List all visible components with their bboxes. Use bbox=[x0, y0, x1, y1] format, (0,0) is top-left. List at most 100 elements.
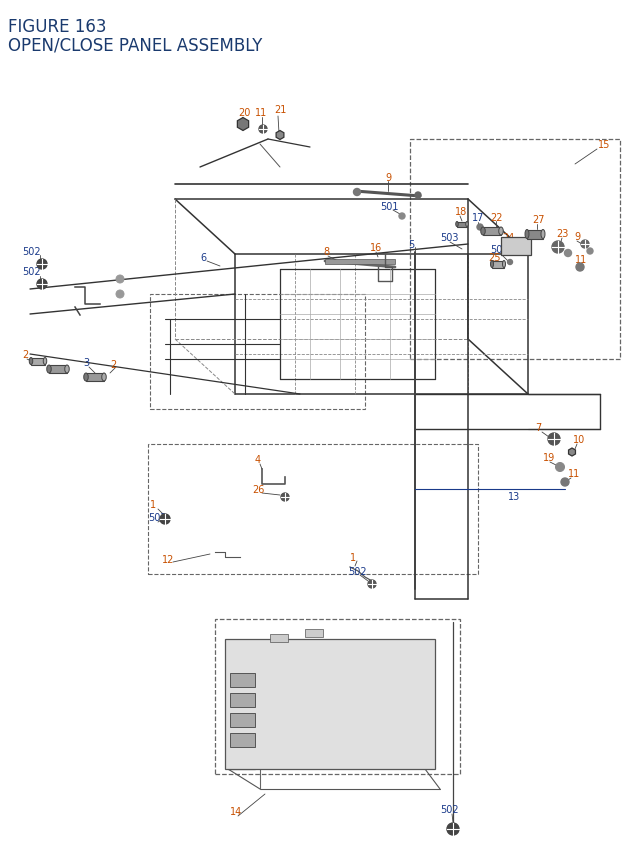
Ellipse shape bbox=[502, 261, 506, 268]
Text: 11: 11 bbox=[255, 108, 268, 118]
Text: 5: 5 bbox=[408, 239, 414, 250]
Text: 7: 7 bbox=[535, 423, 541, 432]
Text: 21: 21 bbox=[274, 105, 286, 115]
Circle shape bbox=[116, 276, 124, 283]
Text: 501: 501 bbox=[380, 201, 399, 212]
Text: 10: 10 bbox=[573, 435, 585, 444]
Ellipse shape bbox=[481, 228, 485, 236]
Bar bbox=[305, 629, 323, 637]
Bar bbox=[483, 228, 501, 236]
Ellipse shape bbox=[499, 228, 503, 236]
Circle shape bbox=[564, 251, 572, 257]
Bar bbox=[150, 294, 365, 410]
Text: 23: 23 bbox=[556, 229, 568, 238]
Polygon shape bbox=[237, 118, 248, 132]
Text: 27: 27 bbox=[532, 214, 545, 225]
Circle shape bbox=[576, 263, 584, 272]
Circle shape bbox=[259, 126, 267, 133]
Text: 1: 1 bbox=[350, 553, 356, 562]
Text: 9: 9 bbox=[385, 173, 391, 183]
Bar bbox=[49, 366, 67, 374]
Circle shape bbox=[160, 514, 170, 524]
Text: 503: 503 bbox=[440, 232, 458, 243]
Text: 2: 2 bbox=[22, 350, 28, 360]
Bar bbox=[225, 639, 435, 769]
Ellipse shape bbox=[490, 261, 493, 268]
Text: 502: 502 bbox=[22, 267, 40, 276]
Ellipse shape bbox=[456, 222, 458, 227]
Circle shape bbox=[415, 193, 421, 199]
Polygon shape bbox=[568, 449, 575, 456]
Bar bbox=[148, 444, 478, 574]
Bar bbox=[230, 673, 255, 687]
Text: 11: 11 bbox=[568, 468, 580, 479]
Text: 26: 26 bbox=[252, 485, 264, 494]
Text: 22: 22 bbox=[490, 213, 502, 223]
Circle shape bbox=[508, 260, 513, 265]
Text: 501: 501 bbox=[490, 245, 509, 255]
Text: 25: 25 bbox=[488, 253, 500, 263]
Text: 6: 6 bbox=[200, 253, 206, 263]
Text: 3: 3 bbox=[83, 357, 89, 368]
Text: 2: 2 bbox=[110, 360, 116, 369]
Text: 502: 502 bbox=[440, 804, 459, 814]
Ellipse shape bbox=[44, 358, 47, 365]
Bar bbox=[215, 619, 460, 774]
Ellipse shape bbox=[102, 374, 106, 381]
Ellipse shape bbox=[466, 222, 468, 227]
Text: 17: 17 bbox=[472, 213, 484, 223]
Bar bbox=[410, 139, 620, 360]
Bar bbox=[325, 260, 395, 264]
Circle shape bbox=[556, 463, 564, 472]
Ellipse shape bbox=[541, 230, 545, 239]
Bar bbox=[31, 358, 45, 365]
Bar bbox=[492, 261, 504, 268]
Ellipse shape bbox=[84, 374, 88, 381]
Text: 12: 12 bbox=[162, 554, 174, 564]
Ellipse shape bbox=[47, 366, 51, 374]
Text: 1: 1 bbox=[150, 499, 156, 510]
Circle shape bbox=[587, 249, 593, 255]
Text: 20: 20 bbox=[238, 108, 250, 118]
Text: OPEN/CLOSE PANEL ASSEMBLY: OPEN/CLOSE PANEL ASSEMBLY bbox=[8, 36, 262, 54]
Circle shape bbox=[116, 291, 124, 299]
Text: 4: 4 bbox=[255, 455, 261, 464]
Ellipse shape bbox=[65, 366, 69, 374]
Text: 14: 14 bbox=[230, 806, 243, 816]
Circle shape bbox=[548, 433, 560, 445]
Text: 19: 19 bbox=[543, 453, 556, 462]
Bar bbox=[230, 713, 255, 728]
Polygon shape bbox=[276, 132, 284, 140]
Circle shape bbox=[281, 493, 289, 501]
Bar bbox=[270, 635, 288, 642]
Text: 18: 18 bbox=[455, 207, 467, 217]
Ellipse shape bbox=[525, 230, 529, 239]
Text: 24: 24 bbox=[502, 232, 515, 243]
Text: 16: 16 bbox=[370, 243, 382, 253]
Circle shape bbox=[561, 479, 569, 486]
Text: 502: 502 bbox=[148, 512, 166, 523]
Bar bbox=[457, 222, 467, 227]
Text: FIGURE 163: FIGURE 163 bbox=[8, 18, 106, 36]
Text: 15: 15 bbox=[598, 139, 611, 150]
Circle shape bbox=[353, 189, 360, 196]
Text: 9: 9 bbox=[574, 232, 580, 242]
Circle shape bbox=[477, 225, 483, 231]
Circle shape bbox=[552, 242, 564, 254]
Bar bbox=[230, 693, 255, 707]
Circle shape bbox=[37, 280, 47, 289]
Text: 8: 8 bbox=[323, 247, 329, 257]
Circle shape bbox=[37, 260, 47, 269]
Text: 502: 502 bbox=[22, 247, 40, 257]
FancyBboxPatch shape bbox=[501, 238, 531, 256]
Ellipse shape bbox=[29, 358, 33, 365]
Circle shape bbox=[399, 214, 405, 220]
Text: 502: 502 bbox=[348, 567, 367, 576]
Bar bbox=[527, 230, 543, 239]
Circle shape bbox=[447, 823, 459, 835]
Bar bbox=[230, 734, 255, 747]
Circle shape bbox=[368, 580, 376, 588]
Circle shape bbox=[581, 241, 589, 249]
Text: 13: 13 bbox=[508, 492, 520, 501]
Text: 11: 11 bbox=[575, 255, 588, 264]
